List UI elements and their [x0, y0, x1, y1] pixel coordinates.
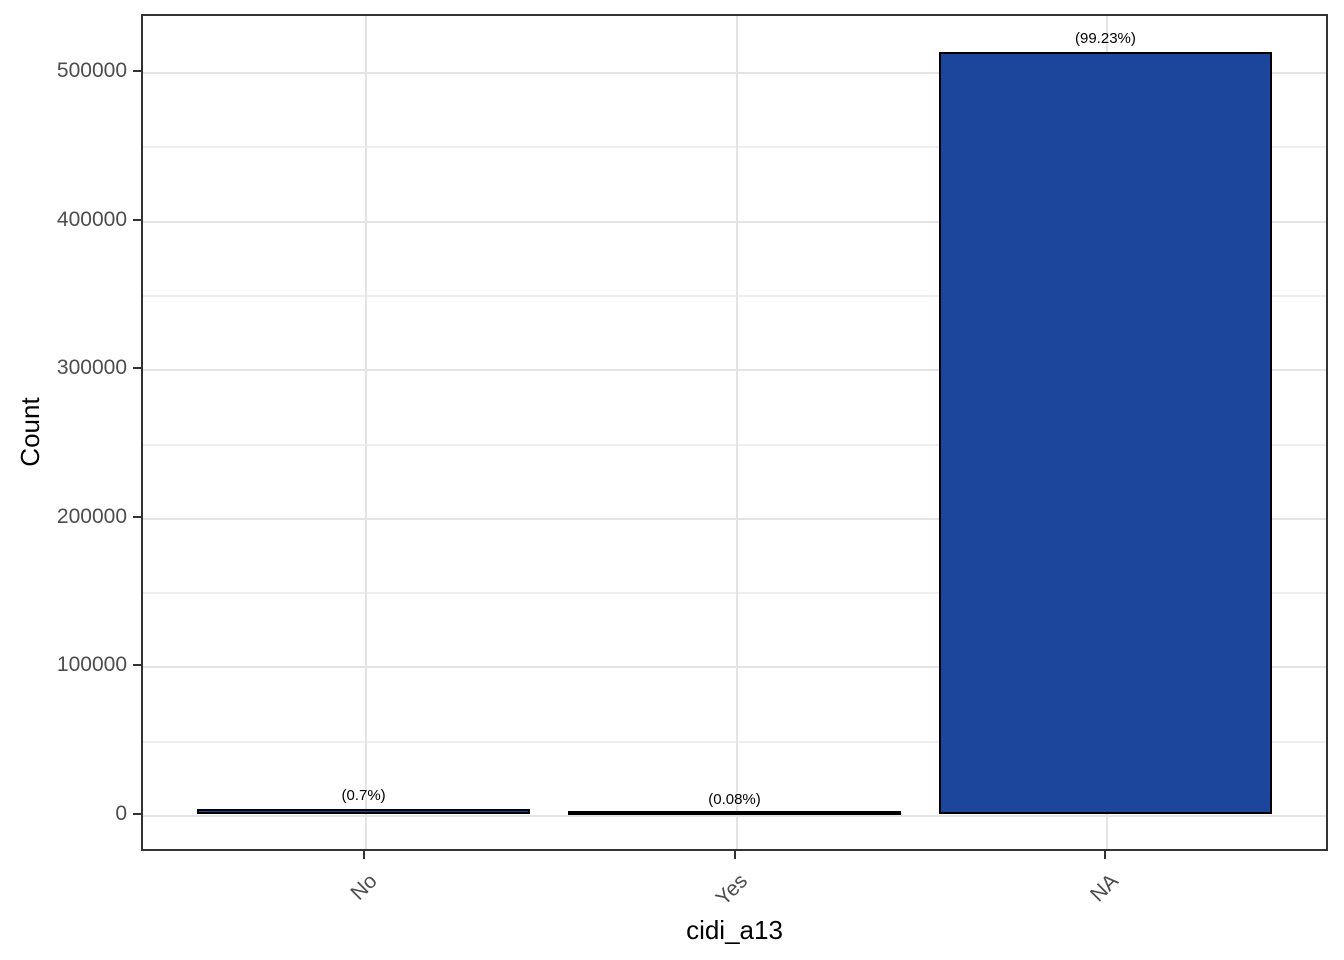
- y-axis-title: Count: [15, 397, 45, 467]
- bar-percentage-label: (99.23%): [1075, 29, 1136, 47]
- bar-percentage-label: (0.08%): [708, 791, 761, 809]
- y-axis-tick-label: 300000: [56, 356, 127, 380]
- y-axis-tick: [133, 367, 141, 370]
- y-gridline-minor: [143, 443, 1326, 446]
- y-gridline-major: [143, 517, 1326, 520]
- x-gridline-major: [735, 16, 738, 849]
- y-axis-tick-label: 400000: [56, 207, 127, 231]
- x-axis-tick-label: No: [346, 869, 382, 905]
- y-gridline-minor: [143, 592, 1326, 595]
- x-axis-tick-label: Yes: [711, 869, 753, 911]
- y-axis-tick-label: 500000: [56, 59, 127, 82]
- y-axis-tick-label: 0: [115, 802, 127, 825]
- x-axis-tick: [1104, 851, 1107, 859]
- bar-no: [196, 808, 531, 814]
- y-gridline-major: [143, 666, 1326, 669]
- y-axis-tick: [133, 515, 141, 518]
- y-gridline-major: [143, 369, 1326, 372]
- x-axis-tick-label: NA: [1086, 869, 1124, 907]
- y-axis-tick-label: 100000: [56, 653, 127, 677]
- y-axis-tick: [133, 664, 141, 667]
- x-axis-title: cidi_a13: [686, 915, 783, 945]
- y-axis-tick: [133, 813, 141, 815]
- x-gridline-major: [364, 16, 367, 849]
- y-gridline-major: [143, 815, 1326, 817]
- y-gridline-major: [143, 220, 1326, 223]
- bar-na: [938, 51, 1273, 814]
- y-gridline-minor: [143, 146, 1326, 149]
- bar-yes: [567, 811, 902, 815]
- x-axis-tick: [733, 851, 736, 859]
- y-gridline-minor: [143, 294, 1326, 297]
- y-axis-tick-label: 200000: [56, 504, 127, 528]
- y-axis-tick: [133, 218, 141, 221]
- x-axis-tick: [362, 851, 365, 859]
- bar-percentage-label: (0.7%): [341, 786, 386, 804]
- y-gridline-minor: [143, 740, 1326, 743]
- y-axis-tick: [133, 70, 141, 72]
- y-gridline-major: [143, 72, 1326, 74]
